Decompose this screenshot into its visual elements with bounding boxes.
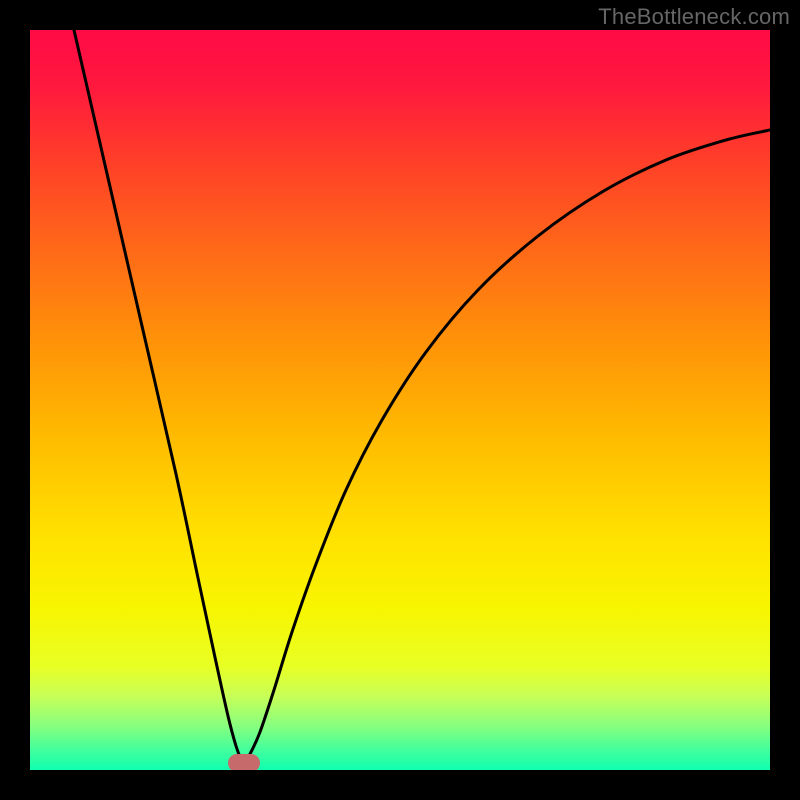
curve-svg [30, 30, 770, 770]
minimum-marker [228, 754, 260, 770]
bottleneck-curve [74, 30, 770, 763]
chart-container: TheBottleneck.com [0, 0, 800, 800]
plot-area [30, 30, 770, 770]
watermark-label: TheBottleneck.com [598, 4, 790, 30]
